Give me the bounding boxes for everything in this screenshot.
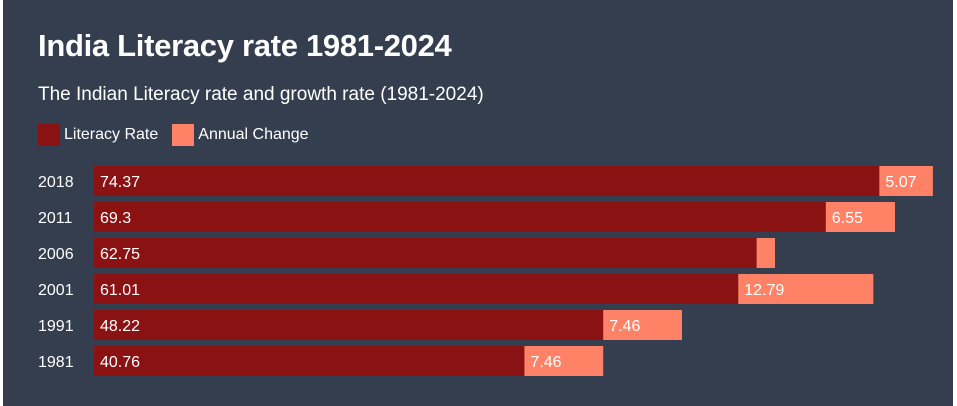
y-tick-label: 1991 [38, 318, 74, 335]
data-label-annual-change: 5.07 [885, 174, 916, 191]
bar-annual-change [738, 274, 874, 304]
data-label-annual-change: 12.79 [744, 282, 784, 299]
data-label-literacy-rate: 69.3 [100, 210, 131, 227]
legend-swatch-literacy-rate [38, 124, 60, 146]
bar-literacy-rate [94, 238, 757, 268]
y-tick-label: 1981 [38, 354, 74, 371]
bar-annual-change [825, 202, 895, 232]
data-label-literacy-rate: 62.75 [100, 246, 140, 263]
data-label-literacy-rate: 61.01 [100, 282, 140, 299]
data-label-literacy-rate: 48.22 [100, 318, 140, 335]
bar-literacy-rate [94, 166, 880, 196]
y-tick-label: 2006 [38, 246, 74, 263]
chart-card: India Literacy rate 1981-2024 The Indian… [3, 0, 953, 406]
bar-literacy-rate [94, 310, 604, 340]
bar-annual-change [879, 166, 933, 196]
data-label-annual-change: 6.55 [832, 210, 863, 227]
data-label-literacy-rate: 40.76 [100, 354, 140, 371]
y-tick-label: 2018 [38, 174, 74, 191]
bar-annual-change [603, 310, 682, 340]
y-tick-label: 2011 [38, 210, 73, 227]
bar-annual-change [524, 346, 604, 376]
legend-label-literacy-rate: Literacy Rate [64, 126, 159, 143]
data-label-literacy-rate: 74.37 [100, 174, 140, 191]
bar-literacy-rate [94, 346, 525, 376]
bar-annual-change [756, 238, 776, 268]
legend-label-annual-change: Annual Change [198, 126, 309, 143]
chart-subtitle: The Indian Literacy rate and growth rate… [38, 84, 484, 105]
legend-item-annual-change[interactable]: Annual Change [172, 124, 309, 146]
legend-item-literacy-rate[interactable]: Literacy Rate [38, 124, 158, 146]
legend-swatch-annual-change [172, 124, 195, 146]
data-label-annual-change: 7.46 [530, 354, 561, 371]
bar-literacy-rate [94, 202, 826, 232]
y-tick-label: 2001 [38, 282, 74, 299]
bar-chart-plot: 2018 74.37 5.07 2011 69.3 6.55 2006 62.75 2001 61… [38, 166, 933, 376]
data-label-annual-change: 7.46 [609, 318, 640, 335]
bar-literacy-rate [94, 274, 739, 304]
chart-title: India Literacy rate 1981-2024 [38, 28, 452, 63]
legend: Literacy Rate Annual Change [38, 124, 323, 146]
